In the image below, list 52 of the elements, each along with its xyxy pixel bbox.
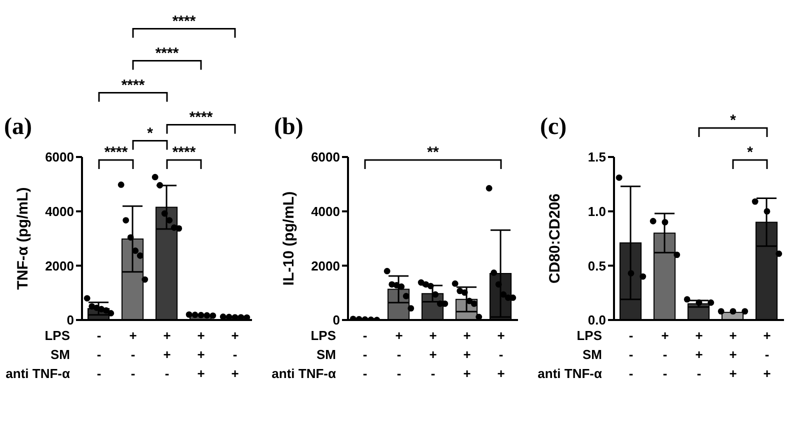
- x-tick-label: + - +: [231, 328, 240, 381]
- text: ****: [189, 108, 213, 126]
- x-tick-label: + + -: [695, 328, 704, 381]
- text: ****: [121, 76, 145, 94]
- y-axis-title: TNF-α (pg/mL): [14, 187, 32, 290]
- x-tick-label: + - +: [763, 328, 772, 381]
- y-tick-label: 2000: [311, 258, 340, 274]
- text: ****: [155, 44, 179, 62]
- text: LPS: [44, 328, 70, 343]
- x-tick-label: + + -: [163, 328, 172, 381]
- y-tick-label: 2000: [45, 258, 74, 274]
- chart-title: (b): [274, 114, 304, 140]
- annotation: ****: [172, 144, 196, 161]
- annotation: *: [747, 144, 754, 161]
- x-tick-label: + - +: [497, 328, 506, 381]
- x-tick-label: + + +: [463, 328, 472, 381]
- y-tick-label: 0: [66, 312, 74, 328]
- text: anti TNF-α: [272, 366, 336, 381]
- text: SM: [316, 347, 336, 362]
- y-tick-label: 4000: [45, 204, 74, 219]
- x-tick-label: + + +: [729, 328, 738, 381]
- x-tick-label: - - -: [628, 328, 634, 381]
- chart-title: (a): [4, 114, 32, 140]
- text: anti TNF-α: [6, 366, 70, 381]
- text: SM: [582, 347, 602, 362]
- y-axis-title: IL-10 (pg/mL): [280, 191, 298, 286]
- x-tick-label: + - -: [129, 328, 138, 381]
- text: LPS: [310, 328, 336, 343]
- chart-title: (c): [540, 114, 567, 140]
- y-axis-title: CD80:CD206: [546, 193, 564, 284]
- text: *: [147, 124, 154, 142]
- x-tick-label: + + -: [429, 328, 438, 381]
- y-tick-label: 6000: [45, 150, 74, 165]
- y-tick-label: 0: [332, 312, 340, 328]
- y-tick-label: 1.0: [588, 204, 606, 219]
- x-tick-label: + - -: [395, 328, 404, 381]
- y-tick-label: 0.5: [588, 258, 606, 274]
- text: *: [730, 112, 736, 129]
- x-tick-label: + - -: [661, 328, 670, 381]
- text: anti TNF-α: [538, 366, 602, 381]
- x-tick-label: - - -: [96, 328, 102, 381]
- y-tick-label: 0.0: [588, 312, 606, 328]
- x-tick-label: + + +: [197, 328, 206, 381]
- y-tick-label: 4000: [311, 204, 340, 219]
- annotation: ****: [104, 144, 128, 161]
- text: ****: [172, 12, 196, 30]
- x-tick-label: - - -: [362, 328, 368, 381]
- annotation: **: [427, 144, 439, 161]
- text: SM: [50, 347, 70, 362]
- text: LPS: [576, 328, 602, 343]
- y-tick-label: 6000: [311, 150, 340, 165]
- y-tick-label: 1.5: [588, 150, 606, 165]
